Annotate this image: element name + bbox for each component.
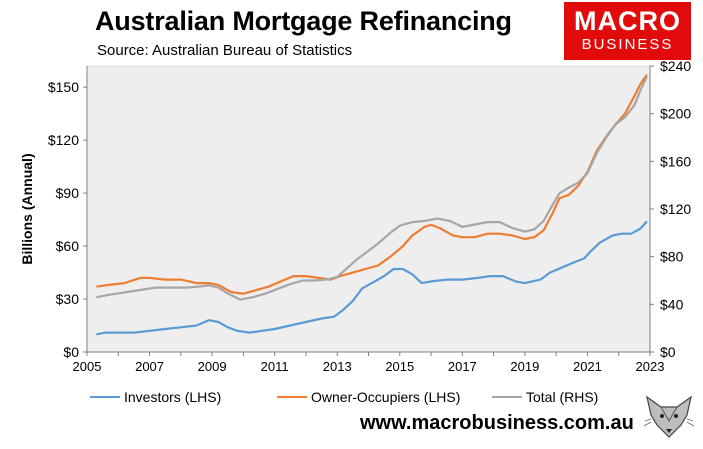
y-right-tick-label: $240 bbox=[660, 58, 691, 74]
x-tick-label: 2009 bbox=[198, 359, 227, 374]
chart-title: Australian Mortgage Refinancing bbox=[95, 6, 512, 36]
legend-label-owner-occupiers: Owner-Occupiers (LHS) bbox=[311, 389, 460, 405]
plot-area bbox=[86, 65, 651, 353]
y-left-tick-label: $60 bbox=[56, 238, 80, 254]
y-left-tick-label: $30 bbox=[56, 291, 80, 307]
investors-line bbox=[96, 220, 648, 336]
y-right-tick-label: $80 bbox=[660, 249, 684, 265]
x-tick-label: 2011 bbox=[261, 359, 289, 374]
owner-occupiers-line bbox=[96, 74, 648, 295]
x-tick-label: 2023 bbox=[636, 359, 665, 374]
legend: Investors (LHS) Owner-Occupiers (LHS) To… bbox=[90, 389, 598, 405]
logo-line-1: MACRO bbox=[574, 6, 681, 36]
x-tick-label: 2019 bbox=[510, 359, 539, 374]
x-tick-label: 2021 bbox=[573, 359, 602, 374]
series-layer bbox=[96, 74, 648, 336]
x-tick-label: 2017 bbox=[448, 359, 477, 374]
legend-label-total: Total (RHS) bbox=[526, 389, 598, 405]
y-right-tick-label: $200 bbox=[660, 106, 691, 122]
y-right-tick-label: $0 bbox=[660, 344, 676, 360]
chart-source: Source: Australian Bureau of Statistics bbox=[97, 42, 353, 59]
logo-line-2: BUSINESS bbox=[581, 36, 674, 53]
x-tick-label: 2013 bbox=[323, 359, 352, 374]
macrobusiness-logo: MACRO BUSINESS bbox=[564, 2, 691, 60]
website-url: www.macrobusiness.com.au bbox=[360, 412, 634, 434]
y-left-tick-label: $150 bbox=[48, 79, 79, 95]
y-left-tick-label: $120 bbox=[48, 132, 79, 148]
y-axis-label: Billions (Annual) bbox=[19, 153, 35, 264]
y-right-tick-label: $40 bbox=[660, 296, 684, 312]
x-tick-label: 2005 bbox=[73, 359, 102, 374]
y-right-tick-label: $160 bbox=[660, 153, 691, 169]
legend-label-investors: Investors (LHS) bbox=[124, 389, 221, 405]
y-left-tick-label: $90 bbox=[56, 185, 80, 201]
x-tick-label: 2007 bbox=[135, 359, 164, 374]
y-left-tick-label: $0 bbox=[63, 344, 79, 360]
x-tick-label: 2015 bbox=[385, 359, 414, 374]
y-right-tick-label: $120 bbox=[660, 201, 691, 217]
axes-layer: 2005 2007 2009 2011 2013 2015 2017 2019 2021 2023… bbox=[48, 58, 692, 374]
total-line bbox=[96, 76, 648, 301]
fox-icon bbox=[641, 391, 697, 441]
